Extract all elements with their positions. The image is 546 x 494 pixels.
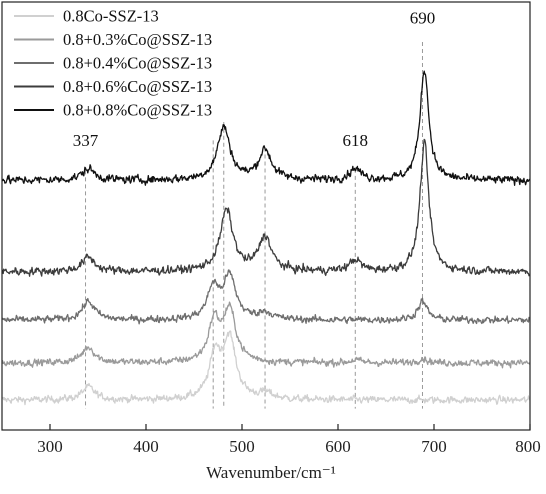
series-line-0 xyxy=(1,330,531,406)
series-lines xyxy=(1,70,531,406)
peak-label-337: 337 xyxy=(73,131,99,150)
x-axis-title: Wavenumber/cm⁻¹ xyxy=(206,463,336,482)
x-tick-label-700: 700 xyxy=(421,437,447,456)
x-tick-label-400: 400 xyxy=(133,437,159,456)
legend-label-0: 0.8Co-SSZ-13 xyxy=(63,7,159,26)
x-axis-ticks: 300 400 500 600 700 800 xyxy=(37,424,541,456)
x-tick-label-600: 600 xyxy=(325,437,351,456)
x-tick-label-800: 800 xyxy=(515,437,541,456)
plot-frame xyxy=(1,1,531,431)
legend-label-2: 0.8+0.4%Co@SSZ-13 xyxy=(63,54,212,73)
legend-label-1: 0.8+0.3%Co@SSZ-13 xyxy=(63,30,212,49)
series-line-2 xyxy=(1,269,531,325)
legend-label-3: 0.8+0.6%Co@SSZ-13 xyxy=(63,77,212,96)
series-line-3 xyxy=(1,138,531,277)
legend-label-4: 0.8+0.8%Co@SSZ-13 xyxy=(63,101,212,120)
series-line-1 xyxy=(1,301,531,369)
legend: 0.8Co-SSZ-13 0.8+0.3%Co@SSZ-13 0.8+0.4%Co@… xyxy=(5,3,278,122)
peak-label-690: 690 xyxy=(410,8,436,27)
peak-label-618: 618 xyxy=(343,131,369,150)
x-tick-label-500: 500 xyxy=(229,437,255,456)
x-tick-label-300: 300 xyxy=(37,437,63,456)
series-line-4 xyxy=(1,70,531,186)
